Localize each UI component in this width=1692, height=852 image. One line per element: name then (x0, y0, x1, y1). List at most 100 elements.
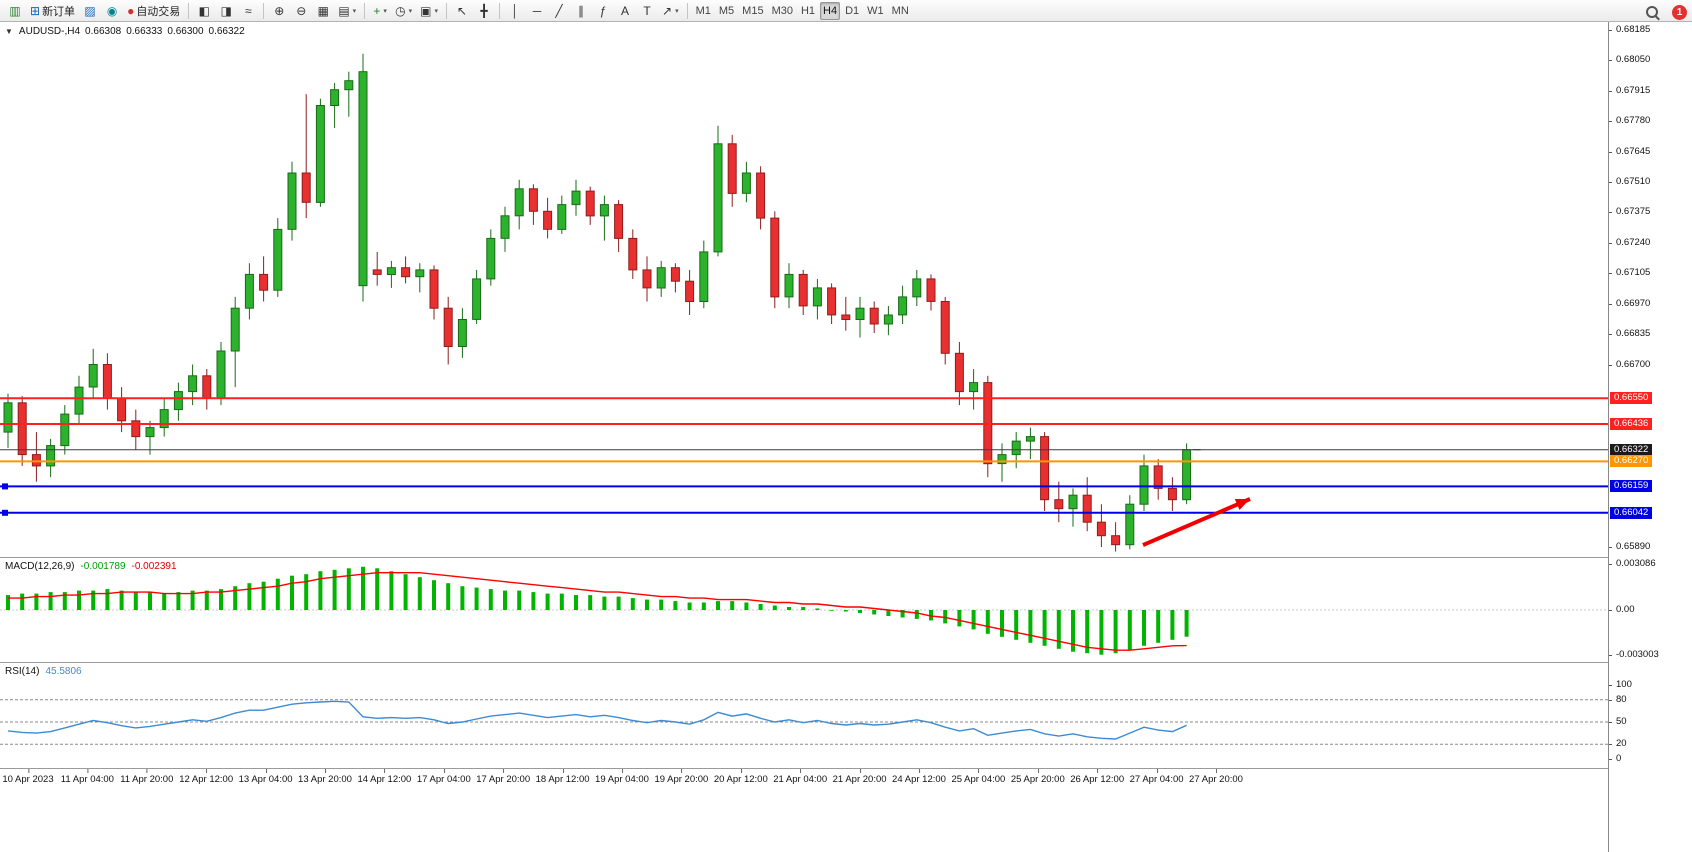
time-axis-label: 25 Apr 20:00 (1010, 768, 1065, 785)
panel-separator[interactable] (0, 662, 1692, 663)
timeframe-w1-button[interactable]: W1 (864, 2, 887, 20)
new-chart-button[interactable]: ▥ (5, 2, 25, 20)
timeframe-h1-button[interactable]: H1 (798, 2, 818, 20)
one-click-trading-arrow[interactable]: ▼ (5, 27, 13, 36)
macd-histogram-bar (914, 610, 919, 619)
price-axis-tick: 0.67915 (1609, 85, 1650, 96)
horizontal-line-button[interactable]: ─ (527, 2, 547, 20)
time-axis-label: 11 Apr 04:00 (60, 768, 114, 785)
zoom-in-button[interactable]: ⊕ (269, 2, 289, 20)
macd-histogram-bar (474, 587, 479, 610)
bar-high-value: 0.66333 (126, 26, 163, 37)
price-axis-tick: 0.65890 (1609, 542, 1650, 552)
rsi-panel[interactable]: RSI(14) 45.5806 (0, 663, 1608, 768)
macd-panel[interactable]: MACD(12,26,9) -0.001789 -0.002391 (0, 558, 1608, 662)
macd-histogram-bar (574, 595, 578, 610)
macd-histogram-bar (247, 583, 252, 610)
candle (330, 82, 340, 128)
autotrading-button[interactable]: ● 自动交易 (124, 2, 183, 20)
trendline-button[interactable]: ╱ (549, 2, 569, 20)
price-chart-panel[interactable]: ▼ AUDUSD-,H4 0.66308 0.66333 0.66300 0.6… (0, 22, 1608, 557)
candle (1096, 504, 1106, 547)
macd-histogram-bar (34, 593, 39, 610)
trend-arrow-annotation[interactable] (1142, 497, 1251, 547)
rsi-axis-tick: 0 (1609, 754, 1621, 764)
candle (969, 369, 979, 410)
candle (926, 274, 936, 311)
time-axis[interactable]: 10 Apr 2023 11 Apr 04:00 11 Apr 20:00 12 Ap… (0, 768, 1608, 798)
toolbar-separator (499, 2, 501, 19)
indicators-button[interactable]: + ▾ (370, 2, 390, 20)
price-axis[interactable]: 0.68185 0.68050 0.67915 0.67780 0.67645 0.675… (1608, 22, 1692, 852)
cursor-button[interactable]: ↖ (452, 2, 472, 20)
text-button[interactable]: A (615, 2, 635, 20)
candle (31, 432, 41, 482)
price-axis-tick: 0.67375 (1609, 207, 1650, 217)
panel-separator[interactable] (0, 557, 1692, 558)
candlestick-chart-canvas[interactable] (0, 22, 1608, 557)
notifications-badge[interactable]: 1 (1672, 4, 1687, 20)
support-line-blue-1-handle[interactable] (2, 483, 8, 490)
macd-histogram-bar (602, 596, 607, 610)
zoom-out-button[interactable]: ⊖ (291, 2, 311, 20)
autotrading-button-label: 自动交易 (136, 5, 181, 18)
timeframe-d1-button[interactable]: D1 (842, 2, 862, 20)
timeframe-m5-button[interactable]: M5 (716, 2, 737, 20)
line-chart-type-button[interactable]: ≈ (238, 2, 258, 20)
text-label-icon: T (643, 3, 651, 18)
rsi-chart-canvas[interactable] (0, 663, 1608, 768)
chart-profiles-button[interactable]: ▨ (80, 2, 100, 20)
price-axis-tick: 0.66970 (1609, 298, 1650, 309)
time-axis-label: 17 Apr 20:00 (476, 768, 531, 785)
price-axis-tick: 0.68050 (1609, 55, 1650, 65)
search-button[interactable] (1642, 3, 1662, 21)
tile-windows-button[interactable]: ▦ (313, 2, 333, 20)
timeframe-mn-button[interactable]: MN (889, 2, 912, 20)
refresh-data-button[interactable]: ◉ (102, 2, 122, 20)
new-order-button[interactable]: ⊞ 新订单 (27, 2, 78, 20)
vertical-line-button[interactable]: │ (505, 2, 525, 20)
candle (940, 296, 950, 365)
text-label-button[interactable]: T (637, 2, 657, 20)
time-axis-label: 12 Apr 12:00 (179, 768, 234, 785)
time-axis-label: 10 Apr 2023 (2, 768, 54, 785)
timeframe-m15-button[interactable]: M15 (739, 2, 766, 20)
candle (1068, 488, 1078, 527)
channel-button[interactable]: ∥ (571, 2, 591, 20)
candle (401, 256, 411, 284)
macd-histogram-bar (91, 590, 96, 610)
bar-chart-type-button[interactable]: ◧ (194, 2, 214, 20)
timeframe-m30-button[interactable]: M30 (769, 2, 796, 20)
price-axis-tick: 0.66835 (1609, 329, 1650, 339)
periods-button[interactable]: ◷ ▾ (392, 2, 415, 20)
candlestick-chart-type-button[interactable]: ◨ (216, 2, 236, 20)
time-axis-label: 20 Apr 12:00 (713, 768, 768, 785)
candle (1111, 522, 1121, 552)
timeframe-m1-button[interactable]: M1 (693, 2, 714, 20)
support-line-blue-2-handle[interactable] (2, 509, 8, 516)
macd-chart-canvas[interactable] (0, 558, 1608, 662)
macd-histogram-bar (1113, 610, 1118, 654)
crosshair-button[interactable]: ╋ (474, 2, 494, 20)
candle (741, 161, 751, 203)
macd-histogram-bar (744, 602, 749, 610)
macd-histogram-bar (446, 583, 451, 610)
macd-histogram-bar (1142, 610, 1146, 646)
candle (358, 53, 368, 302)
candle (599, 195, 609, 241)
macd-axis-tick: 0.003086 (1609, 559, 1656, 569)
arrows-button[interactable]: ↗ ▾ (659, 2, 682, 20)
templates-button[interactable]: ▣ ▾ (417, 2, 441, 20)
macd-histogram-bar (531, 592, 536, 610)
timeframe-h4-button[interactable]: H4 (820, 1, 841, 20)
candle (656, 260, 666, 297)
candle (628, 229, 638, 279)
auto-arrange-button[interactable]: ▤ ▾ (335, 2, 359, 20)
macd-histogram-bar (403, 574, 408, 610)
candle (74, 375, 84, 424)
macd-histogram-bar (1156, 610, 1161, 643)
fibonacci-button[interactable]: ƒ (593, 2, 613, 20)
candle (528, 184, 538, 225)
dropdown-caret-icon: ▾ (675, 7, 679, 15)
